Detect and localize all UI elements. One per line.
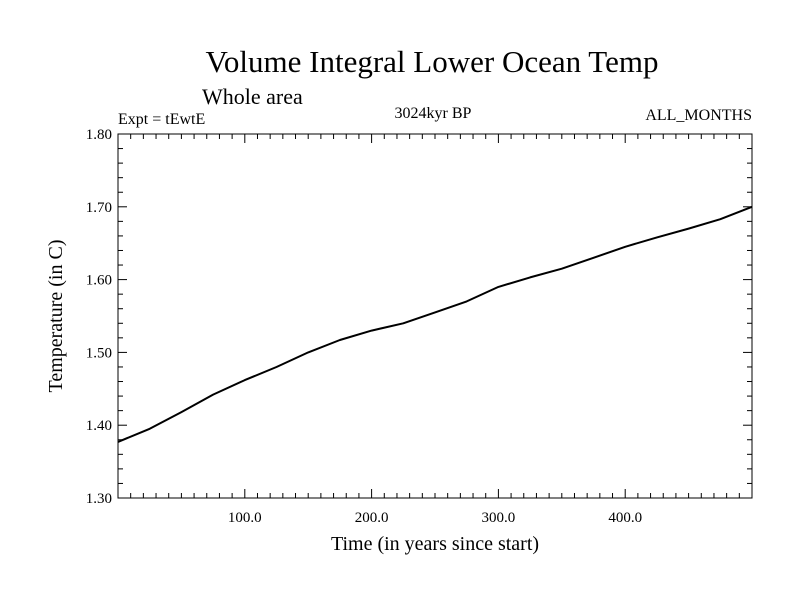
- axis-ticks: [118, 134, 752, 498]
- data-series: [117, 205, 753, 443]
- y-tick-label: 1.50: [86, 345, 112, 361]
- series-line: [117, 205, 753, 443]
- chart-title: Volume Integral Lower Ocean Temp: [206, 44, 659, 79]
- x-axis-label: Time (in years since start): [331, 533, 539, 555]
- axis-tick-labels: 100.0 200.0 300.0 400.0 1.30 1.40 1.50 1.60 1.70…: [86, 127, 642, 526]
- annotation-period: 3024kyr BP: [395, 105, 472, 122]
- y-tick-label: 1.80: [86, 127, 112, 143]
- x-tick-label: 200.0: [355, 510, 389, 526]
- plot-frame: [117, 133, 753, 499]
- y-tick-label: 1.40: [86, 418, 112, 434]
- x-tick-label: 300.0: [482, 510, 516, 526]
- x-tick-label: 100.0: [228, 510, 262, 526]
- y-tick-label: 1.60: [86, 273, 112, 289]
- y-axis-label: Temperature (in C): [45, 240, 67, 393]
- chart-subtitle: Whole area: [202, 84, 303, 109]
- x-tick-label: 400.0: [608, 510, 642, 526]
- annotation-months: ALL_MONTHS: [645, 107, 752, 124]
- annotation-expt: Expt = tEwtE: [118, 111, 205, 128]
- y-tick-label: 1.70: [86, 200, 112, 216]
- y-tick-label: 1.30: [86, 491, 112, 507]
